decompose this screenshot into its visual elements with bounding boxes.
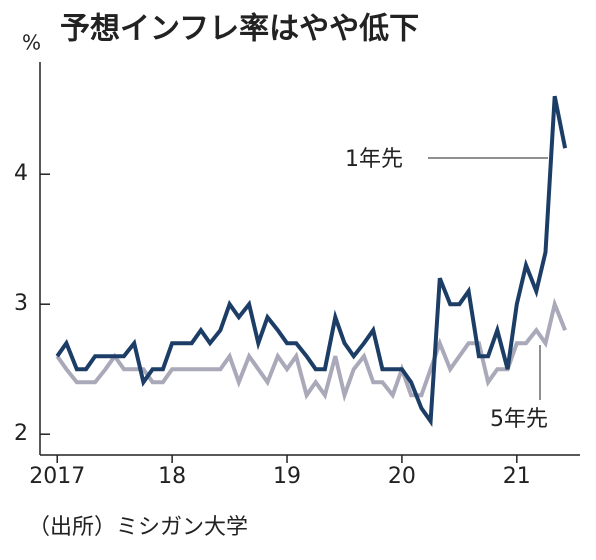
y-tick-label: 3 [14, 291, 28, 316]
x-tick-label: 18 [158, 464, 186, 489]
source: （出所）ミシガン大学 [28, 515, 248, 540]
y-tick-label: 2 [14, 421, 28, 446]
chart-title: 予想インフレ率はやや低下 [60, 12, 419, 47]
y-axis-label: % [22, 31, 41, 55]
y-tick-label: 4 [14, 161, 28, 186]
x-tick-label: 19 [273, 464, 301, 489]
x-tick-label: 2017 [29, 464, 85, 489]
series-line [55, 95, 568, 427]
x-tick-label: 20 [388, 464, 416, 489]
x-tick-label: 21 [503, 464, 531, 489]
series-label: 1年先 [345, 147, 403, 172]
series-label: 5年先 [490, 407, 548, 432]
